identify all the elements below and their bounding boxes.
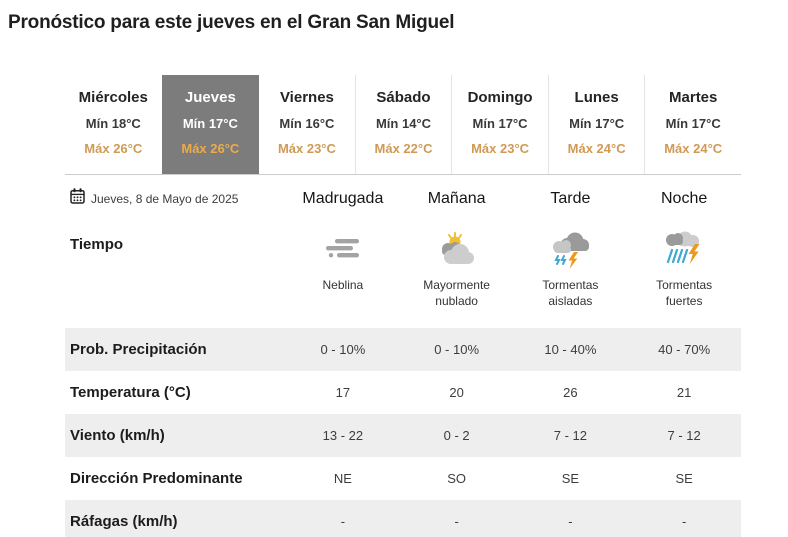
table-cell: 7 - 12 (553, 428, 587, 443)
day-max-temp: Máx 23°C (277, 141, 336, 156)
day-tab-martes[interactable]: Martes Mín 17°C Máx 24°C (644, 75, 741, 174)
period-header-row: Jueves, 8 de Mayo de 2025 Madrugada Maña… (65, 175, 741, 222)
table-row-direction: Dirección Predominante NE SO SE SE (65, 457, 741, 500)
page-title: Pronóstico para este jueves en el Gran S… (8, 12, 455, 33)
day-name: Miércoles (78, 89, 148, 106)
row-label: Temperatura (°C) (70, 384, 191, 401)
date-cell: Jueves, 8 de Mayo de 2025 (65, 188, 286, 209)
table-row-wind: Viento (km/h) 13 - 22 0 - 2 7 - 12 7 - 1… (65, 414, 741, 457)
table-cell: 20 (449, 385, 464, 400)
table-cell: 7 - 12 (667, 428, 701, 443)
table-cell: SO (447, 471, 467, 486)
day-tab-sabado[interactable]: Sábado Mín 14°C Máx 22°C (354, 75, 452, 174)
row-label-tiempo: Tiempo (70, 236, 124, 253)
day-min-temp: Mín 14°C (375, 116, 432, 131)
row-label: Ráfagas (km/h) (70, 513, 178, 530)
day-tab-viernes[interactable]: Viernes Mín 16°C Máx 23°C (258, 75, 355, 174)
day-tab-jueves[interactable]: Jueves Mín 17°C Máx 26°C (161, 75, 259, 174)
period-header-madrugada: Madrugada (302, 189, 384, 207)
period-header-manana: Mañana (427, 189, 486, 207)
period-header-noche: Noche (661, 189, 708, 207)
condition-tarde: Tormentas aisladas (514, 222, 628, 328)
table-cell: - (681, 514, 687, 529)
strong-storms-icon (661, 230, 707, 270)
condition-manana: Mayormente nublado (400, 222, 514, 328)
day-max-temp: Máx 23°C (471, 141, 530, 156)
calendar-icon (70, 188, 85, 209)
table-cell: 0 - 10% (434, 342, 480, 357)
fog-icon (320, 230, 366, 270)
day-min-temp: Mín 17°C (472, 116, 528, 131)
table-cell: SE (561, 471, 580, 486)
day-tab-lunes[interactable]: Lunes Mín 17°C Máx 24°C (547, 75, 645, 174)
table-cell: SE (675, 471, 693, 486)
table-cell: 17 (335, 385, 351, 400)
table-cell: 0 - 2 (443, 428, 470, 443)
table-cell: NE (333, 471, 352, 486)
table-cell: 0 - 10% (320, 342, 366, 357)
table-cell: - (454, 514, 459, 529)
condition-label: Tormentas fuertes (656, 278, 713, 309)
table-cell: 10 - 40% (544, 342, 597, 357)
selected-date-label: Jueves, 8 de Mayo de 2025 (91, 191, 239, 206)
row-label: Viento (km/h) (70, 427, 165, 444)
table-cell: 13 - 22 (322, 428, 364, 443)
day-selector: Miércoles Mín 18°C Máx 26°C Jueves Mín 1… (65, 75, 741, 175)
table-cell: 21 (676, 385, 692, 400)
mostly-cloudy-icon (434, 230, 480, 270)
day-max-temp: Máx 22°C (374, 141, 433, 156)
forecast-widget: Miércoles Mín 18°C Máx 26°C Jueves Mín 1… (65, 75, 741, 537)
day-name: Jueves (184, 89, 236, 106)
table-cell: 40 - 70% (658, 342, 711, 357)
day-max-temp: Máx 24°C (664, 141, 723, 156)
day-name: Lunes (574, 89, 619, 106)
day-name: Sábado (376, 89, 431, 106)
day-tab-domingo[interactable]: Domingo Mín 17°C Máx 23°C (451, 75, 548, 174)
row-label: Dirección Predominante (70, 470, 243, 487)
isolated-storms-icon (547, 230, 593, 270)
day-min-temp: Mín 17°C (665, 116, 721, 131)
day-min-temp: Mín 17°C (569, 116, 625, 131)
period-header-tarde: Tarde (550, 189, 591, 207)
day-tab-miercoles[interactable]: Miércoles Mín 18°C Máx 26°C (65, 75, 162, 174)
table-row-precipitation: Prob. Precipitación 0 - 10% 0 - 10% 10 -… (65, 328, 741, 371)
day-min-temp: Mín 18°C (85, 116, 141, 131)
condition-madrugada: Neblina (286, 222, 400, 328)
day-name: Martes (669, 89, 718, 106)
table-cell: - (568, 514, 573, 529)
condition-noche: Tormentas fuertes (627, 222, 741, 328)
day-min-temp: Mín 16°C (279, 116, 335, 131)
condition-label: Tormentas aisladas (542, 278, 599, 309)
day-max-temp: Máx 24°C (567, 141, 626, 156)
day-name: Viernes (279, 89, 334, 106)
table-cell: - (340, 514, 346, 529)
weather-conditions-row: Tiempo Neblina (65, 222, 741, 328)
row-label: Prob. Precipitación (70, 341, 207, 358)
table-row-temperature: Temperatura (°C) 17 20 26 21 (65, 371, 741, 414)
table-cell: 26 (563, 385, 578, 400)
condition-label: Mayormente nublado (423, 278, 490, 309)
day-max-temp: Máx 26°C (181, 141, 240, 156)
table-row-gusts: Ráfagas (km/h) - - - - (65, 500, 741, 537)
day-max-temp: Máx 26°C (84, 141, 143, 156)
condition-label: Neblina (322, 278, 364, 292)
day-min-temp: Mín 17°C (182, 116, 238, 131)
day-name: Domingo (467, 89, 533, 106)
